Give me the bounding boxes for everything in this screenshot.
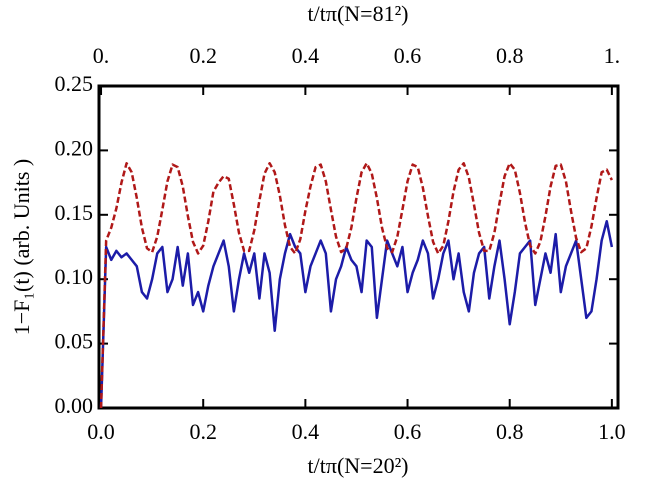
x-tick-label: 0.4 bbox=[292, 419, 320, 444]
top-tick-label: 0.8 bbox=[496, 43, 524, 68]
y-tick-label: 0.15 bbox=[55, 200, 94, 225]
top-tick-label: 0.4 bbox=[292, 43, 320, 68]
x-tick-label: 1.0 bbox=[598, 419, 626, 444]
x-axis-title: t/tπ(N=20²) bbox=[308, 453, 409, 478]
y-axis-title: 1−F₁(t) (arb. Units ) bbox=[9, 159, 34, 336]
plot-frame bbox=[97, 84, 620, 410]
x-tick-label: 0.6 bbox=[394, 419, 422, 444]
y-tick-label: 0.00 bbox=[55, 393, 94, 418]
y-tick-label: 0.05 bbox=[55, 329, 94, 354]
x-tick-label: 0.0 bbox=[87, 419, 115, 444]
top-tick-label: 0.2 bbox=[189, 43, 217, 68]
y-tick-label: 0.10 bbox=[55, 264, 94, 289]
x-tick-label: 0.8 bbox=[496, 419, 524, 444]
y-tick-label: 0.25 bbox=[55, 71, 94, 96]
series-line bbox=[99, 219, 614, 409]
y-tick-label: 0.20 bbox=[55, 135, 94, 160]
series-line bbox=[99, 162, 613, 409]
top-tick-label: 1. bbox=[604, 43, 621, 68]
top-tick-label: 0. bbox=[93, 43, 110, 68]
top-axis-title: t/tπ(N=81²) bbox=[308, 1, 409, 26]
x-tick-label: 0.2 bbox=[189, 419, 217, 444]
top-tick-label: 0.6 bbox=[394, 43, 422, 68]
